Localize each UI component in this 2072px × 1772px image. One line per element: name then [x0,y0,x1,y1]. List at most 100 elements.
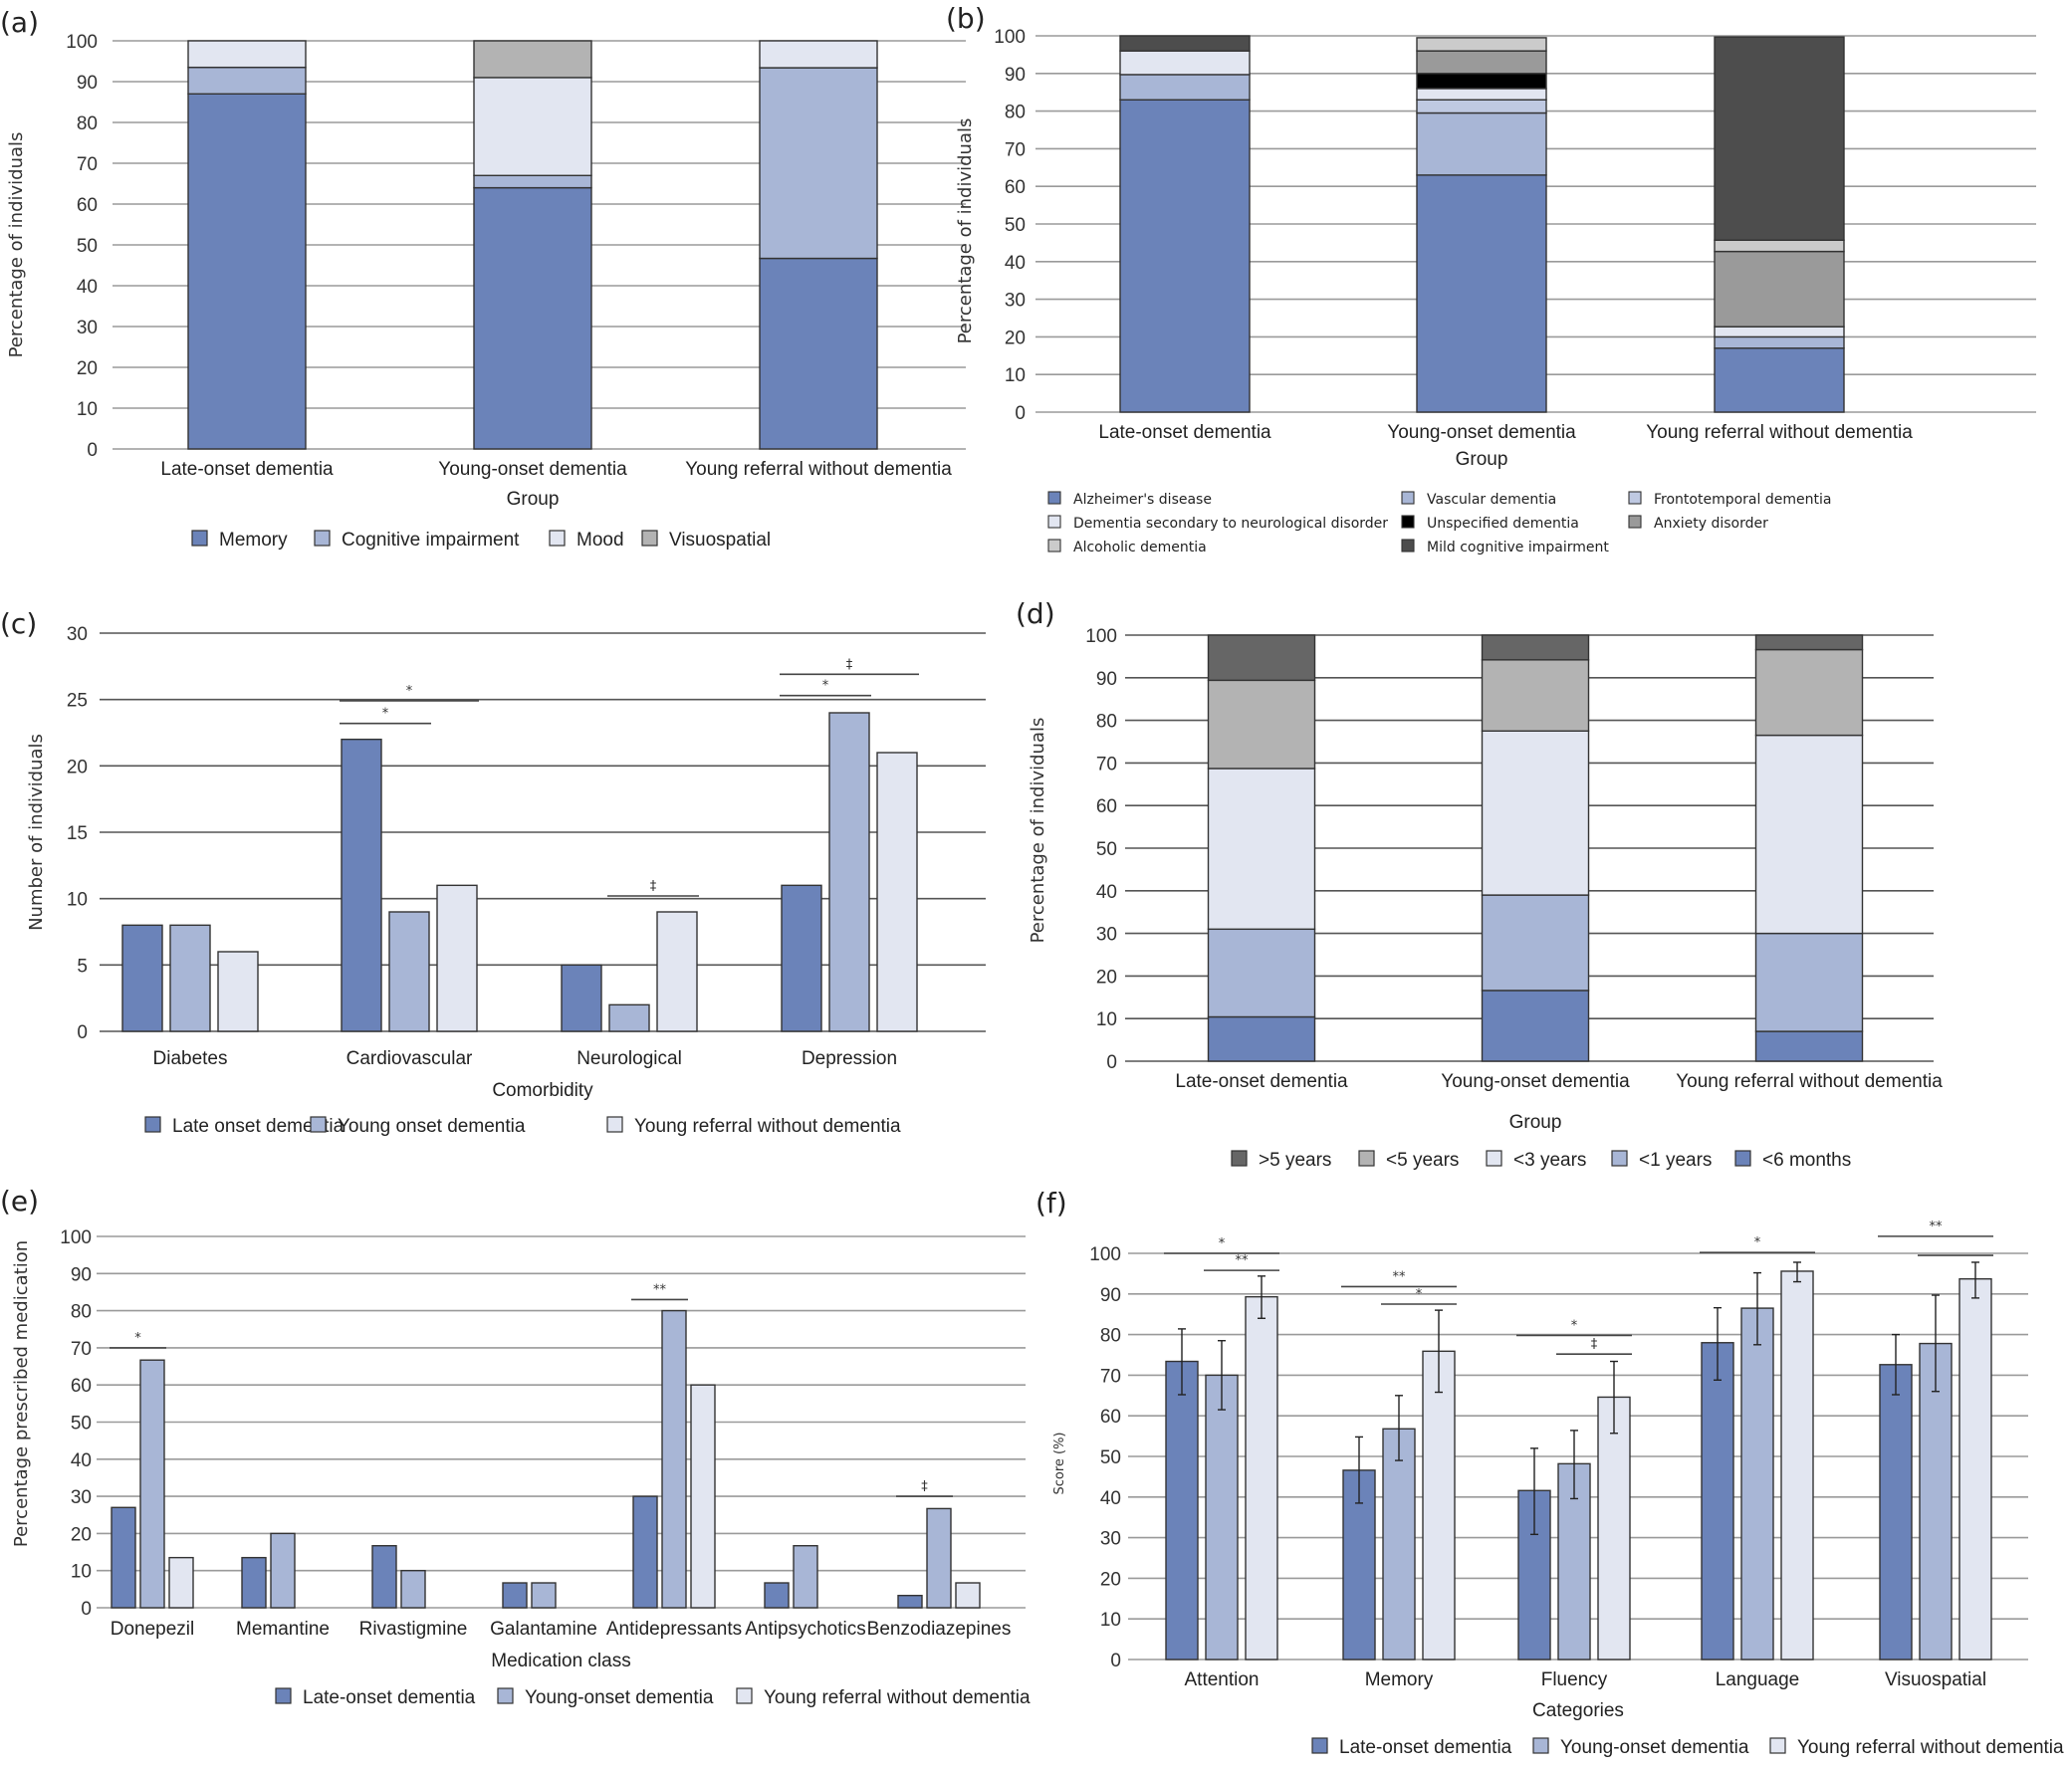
panel-label: (b) [946,2,986,35]
bar [1879,1364,1913,1661]
bar-segment [1481,730,1590,896]
y-tick-label: 100 [1085,626,1117,647]
x-category-label: Memory [1365,1669,1434,1690]
significance-label: ‡ [650,879,657,894]
bar [371,1545,397,1609]
significance-bracket: * [340,684,479,702]
legend-label: Frontotemporal dementia [1654,492,1831,508]
y-tick-label: 20 [1100,1569,1121,1590]
x-category-label: Fluency [1541,1669,1608,1690]
y-tick-label: 90 [1100,1285,1121,1306]
legend-item: Late-onset dementia [1311,1737,1512,1758]
y-tick-label: 80 [77,113,98,134]
bar [1740,1307,1774,1661]
bar [139,1359,165,1609]
y-tick-label: 30 [1005,291,1026,312]
bar [436,884,478,1032]
y-tick-label: 70 [1096,754,1117,775]
bar [690,1384,716,1609]
y-tick-label: 60 [71,1376,92,1397]
y-tick-label: 0 [77,1022,88,1043]
bar [502,1582,528,1609]
panel-d: (d) 0 10 20 30 40 50 60 70 80 90 100 Percentage of i… [1016,597,1943,1171]
y-tick-label: 25 [67,691,88,712]
bar-segment [759,67,878,260]
y-tick-label: 50 [77,236,98,257]
y-tick-label: 15 [67,823,88,844]
legend-label: Young referral without dementia [1797,1737,2064,1758]
y-tick-label: 10 [1100,1610,1121,1631]
y-axis-title: Score (%) [1052,1432,1067,1494]
bar [1422,1350,1456,1661]
legend-label: Late-onset dementia [303,1687,476,1708]
bar [1205,1374,1239,1661]
legend-label: Late onset dementia [172,1116,345,1137]
bar-segment [1207,768,1316,931]
legend-swatch [1611,1150,1628,1167]
y-axis-title: Percentage of individuals [955,118,976,344]
legend-swatch [1401,539,1415,553]
legend-label: Alzheimer's disease [1073,492,1212,508]
panel-f: (f) 0 10 20 30 40 50 60 70 80 90 100 Score (%) Attent… [1036,1187,2064,1758]
significance-bracket: * [340,707,431,725]
y-tick-label: 70 [71,1339,92,1360]
bar [111,1506,136,1609]
panel-label: (f) [1036,1187,1067,1219]
legend-swatch [310,1116,327,1133]
y-tick-label: 90 [1005,65,1026,86]
y-tick-label: 20 [1096,967,1117,988]
bar [955,1582,981,1609]
y-tick-label: 50 [71,1414,92,1435]
bar [341,738,382,1032]
significance-bracket: * [1164,1236,1279,1254]
significance-label: * [1219,1236,1226,1251]
panel-a: (a) 0 10 20 30 40 50 60 70 80 90 100 Percentage of i… [0,6,966,551]
legend-label: >5 years [1259,1150,1331,1171]
bar-segment [1207,634,1316,682]
x-category-label: Late-onset dementia [160,459,334,480]
bar-segment [1754,932,1864,1032]
y-tick-label: 60 [1096,796,1117,817]
bar-segment [1481,659,1590,732]
y-tick-label: 40 [1005,253,1026,274]
x-category-label: Benzodiazepines [867,1619,1012,1640]
legend-swatch [641,530,658,547]
bar-segment [1416,174,1547,413]
panel-label: (d) [1016,597,1055,630]
x-category-label: Antidepressants [606,1619,742,1640]
legend-label: <3 years [1513,1150,1586,1171]
bar [1382,1428,1416,1661]
legend-swatch [1047,539,1061,553]
bar [793,1545,818,1609]
bar-segment [1119,50,1251,76]
y-tick-label: 20 [71,1524,92,1545]
significance-label: * [406,684,413,699]
x-category-label: Depression [802,1048,897,1069]
legend-item: Late-onset dementia [275,1687,476,1708]
y-tick-label: 50 [1005,215,1026,236]
x-category-label: Language [1716,1669,1800,1690]
legend-item: Dementia secondary to neurological disor… [1047,515,1388,532]
y-tick-label: 5 [77,956,88,977]
legend-item: Mild cognitive impairment [1401,539,1609,555]
y-tick-label: 40 [1096,882,1117,903]
y-tick-label: 20 [1005,328,1026,348]
y-tick-label: 80 [1096,712,1117,733]
legend-swatch [1401,515,1415,529]
legend-item: Unspecified dementia [1401,515,1579,532]
bar [764,1582,790,1609]
bar [656,911,698,1032]
bar [217,951,259,1032]
legend-swatch [549,530,566,547]
legend-item: Memory [191,530,288,551]
legend-item: Visuospatial [641,530,771,551]
legend-swatch [1769,1737,1786,1754]
x-category-label: Late-onset dementia [1098,422,1271,443]
x-axis-title: Comorbidity [492,1080,593,1101]
bar-segment [1416,88,1547,101]
x-axis-title: Group [1509,1112,1562,1133]
bar-segment [1119,35,1251,52]
bar-segment [1481,990,1590,1062]
legend-label: Late-onset dementia [1339,1737,1512,1758]
legend-item: Young-onset dementia [1532,1737,1749,1758]
